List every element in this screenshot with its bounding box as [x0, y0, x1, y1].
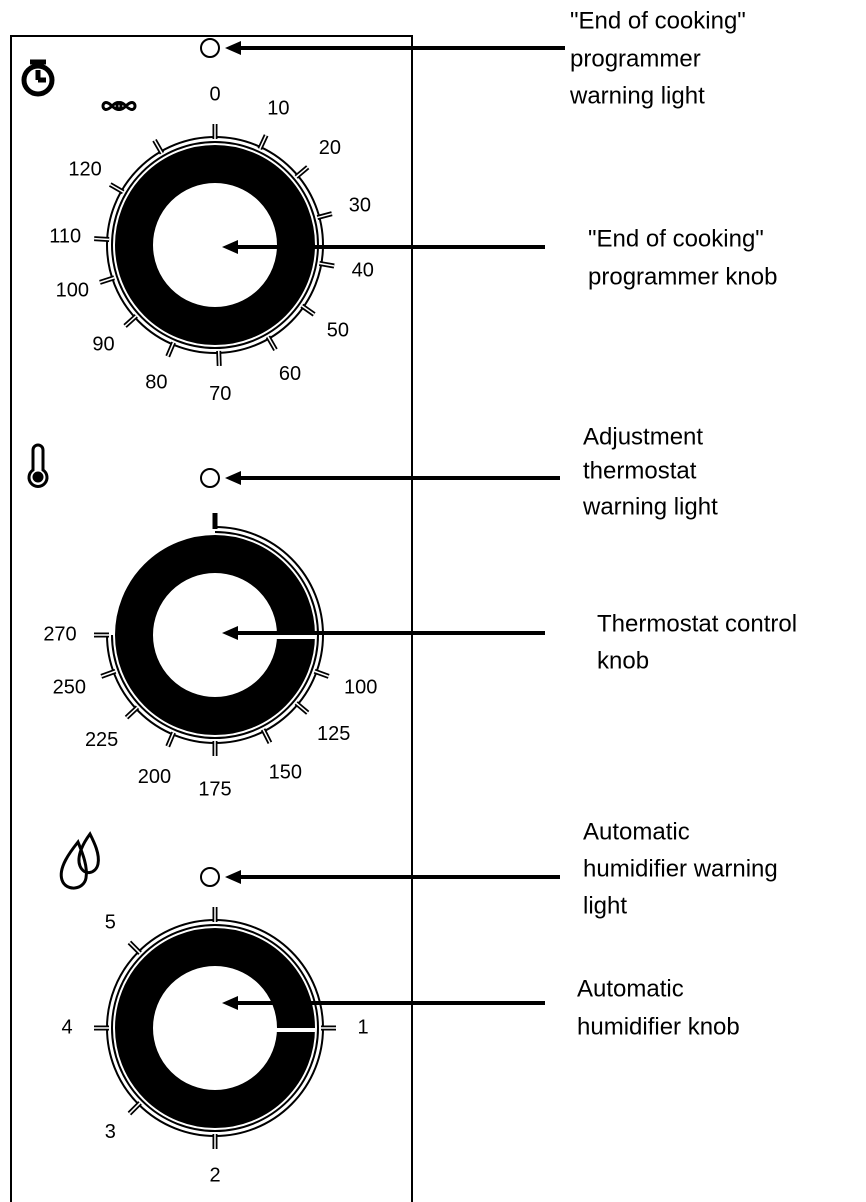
dial-label: 225 — [85, 729, 118, 751]
dial-label: 80 — [145, 371, 167, 393]
dial-tick-inner — [124, 315, 137, 327]
dial-label: 5 — [105, 912, 116, 934]
timer-icon — [21, 59, 55, 97]
arrow-head — [222, 626, 238, 640]
annotation-text: thermostat — [583, 457, 697, 484]
arrow-head — [225, 471, 241, 485]
dial-label: 250 — [53, 676, 86, 698]
dial-tick-inner — [109, 183, 124, 193]
dial-label: 70 — [209, 383, 231, 405]
annotation-text: programmer knob — [588, 263, 777, 290]
dial-label: 3 — [105, 1121, 116, 1143]
thermometer-icon — [27, 443, 49, 488]
dial-tick-inner — [317, 212, 333, 219]
dial-tick-inner — [128, 1102, 141, 1115]
dial-label: 40 — [352, 259, 374, 281]
annotation-text: warning light — [582, 493, 718, 520]
dial-label: 120 — [68, 158, 101, 180]
dial-label: 1 — [357, 1016, 368, 1038]
annotation-text: Automatic — [583, 818, 690, 845]
dial-label: 125 — [317, 723, 350, 745]
dial-tick-inner — [217, 350, 220, 366]
dial-tick-inner — [295, 166, 309, 178]
annotation-text: Adjustment — [583, 423, 703, 450]
dial-tick-inner — [125, 706, 138, 719]
dial-tick-inner — [167, 732, 175, 747]
dial-tick-inner — [101, 670, 116, 678]
annotation-text: humidifier knob — [577, 1013, 740, 1040]
dial-tick-inner — [128, 941, 141, 954]
dial-label: 90 — [92, 334, 114, 356]
dial-label: 10 — [267, 97, 289, 119]
dial-label: 30 — [349, 194, 371, 216]
dial-tick-inner — [259, 135, 267, 150]
dial-tick-inner — [267, 336, 277, 351]
annotation-text: "End of cooking" — [588, 225, 764, 252]
annotation-text: programmer — [570, 45, 701, 72]
dial-tick-inner — [314, 670, 329, 678]
dial-rim — [111, 924, 319, 1132]
warning-light — [200, 867, 220, 887]
annotation-text: Thermostat control — [597, 610, 797, 637]
dial-label: 4 — [61, 1016, 72, 1038]
dial-label: 20 — [319, 137, 341, 159]
dial-tick-inner — [319, 262, 335, 267]
warning-light — [200, 468, 220, 488]
dial-tick-inner — [295, 702, 309, 714]
dial-label: 270 — [43, 623, 76, 645]
dial-tick-inner — [94, 237, 110, 241]
arrow-head — [222, 240, 238, 254]
annotation-text: humidifier warning — [583, 855, 778, 882]
dial-label: 50 — [327, 319, 349, 341]
dial-label: 150 — [269, 761, 302, 783]
dial-label: 200 — [138, 766, 171, 788]
dial-label: 0 — [209, 83, 220, 105]
annotation-text: light — [583, 892, 627, 919]
dial-label: 2 — [209, 1164, 220, 1186]
annotation-text: knob — [597, 647, 649, 674]
arrow-head — [225, 41, 241, 55]
dial-tick-inner — [153, 139, 163, 154]
dial-tick-inner — [99, 277, 115, 284]
arrow-head — [225, 870, 241, 884]
humidity-icon — [59, 831, 100, 890]
arrow-head — [222, 996, 238, 1010]
dial-label: 110 — [49, 225, 81, 247]
annotation-text: "End of cooking" — [570, 7, 746, 34]
annotation-text: warning light — [569, 82, 705, 109]
dial-label: 60 — [279, 363, 301, 385]
dial-label: 175 — [198, 778, 231, 800]
warning-light — [200, 38, 220, 58]
dial-tick-inner — [301, 305, 315, 316]
infinity-icon — [101, 101, 137, 111]
dial-rim — [111, 531, 319, 739]
dial-label: 100 — [56, 280, 89, 302]
knob-ring — [115, 928, 315, 1128]
panel — [10, 35, 413, 1202]
dial-tick-inner — [262, 729, 271, 744]
dial-tick-inner — [167, 342, 175, 357]
dial-label: 100 — [344, 676, 377, 698]
annotation-text: Automatic — [577, 975, 684, 1002]
